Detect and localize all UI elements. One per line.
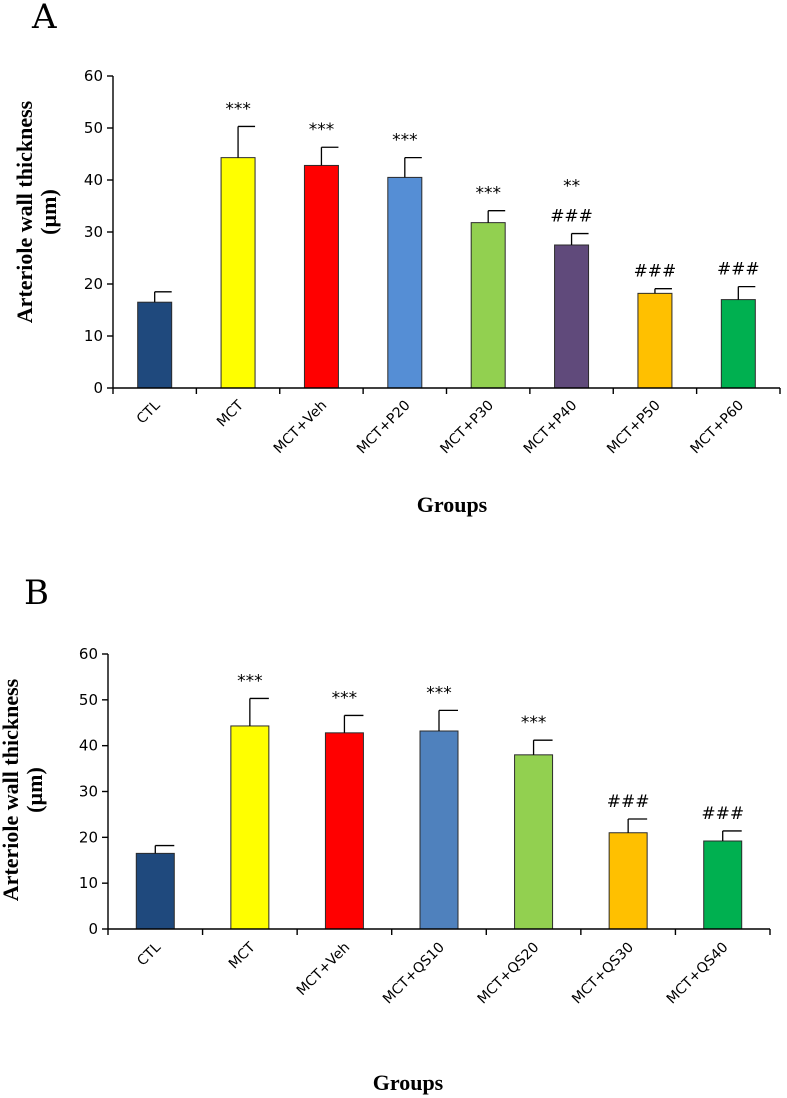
bar-mct-p50 bbox=[637, 292, 673, 389]
category-label: MCT+P30 bbox=[437, 398, 497, 458]
panel-b-xlabel: Groups bbox=[373, 1070, 444, 1095]
y-tick-label: 20 bbox=[84, 275, 103, 293]
significance-marker: ### bbox=[717, 260, 760, 280]
y-tick-label: 50 bbox=[84, 119, 103, 137]
category-label: MCT+P40 bbox=[521, 398, 581, 458]
category-label: CTL bbox=[134, 397, 164, 427]
category-label: MCT bbox=[214, 397, 247, 430]
category-label: MCT+P50 bbox=[604, 398, 664, 458]
bar-mct bbox=[220, 157, 256, 389]
significance-marker: *** bbox=[309, 120, 335, 140]
category-label: MCT+P60 bbox=[687, 398, 747, 458]
significance-marker: *** bbox=[426, 683, 452, 703]
y-tick-label: 60 bbox=[79, 645, 98, 663]
bar-mct-p20 bbox=[387, 176, 423, 389]
category-label: MCT+Veh bbox=[271, 398, 330, 457]
y-tick-label: 30 bbox=[79, 783, 98, 801]
panel-a-letter: A bbox=[31, 0, 57, 37]
category-label: MCT bbox=[226, 939, 259, 972]
y-tick-label: 30 bbox=[84, 223, 103, 241]
bar-mct-qs10 bbox=[419, 730, 459, 930]
bar-mct-p60 bbox=[720, 299, 756, 389]
bar-mct-p40 bbox=[554, 244, 590, 389]
panel-a-ylabel-line2: (µm) bbox=[36, 189, 61, 235]
bar-ctl bbox=[137, 301, 173, 389]
category-label: CTL bbox=[134, 939, 164, 969]
significance-marker: ### bbox=[550, 207, 593, 227]
y-tick-label: 20 bbox=[79, 828, 98, 846]
y-tick-label: 0 bbox=[93, 379, 103, 397]
panel-a-bars: ************ **###### ### bbox=[137, 99, 760, 389]
panel-b: B *** *** *** *** ### ### 0 10 20 30 40 50 60 CTL MCT… bbox=[0, 573, 771, 1095]
significance-marker: ** bbox=[563, 177, 580, 197]
category-label: MCT+QS40 bbox=[664, 940, 732, 1008]
panel-b-ylabel-line1: Arteriole wall thickness bbox=[0, 678, 23, 901]
y-tick-label: 60 bbox=[84, 67, 103, 85]
bar-mct-veh bbox=[303, 164, 339, 389]
bar-mct bbox=[230, 725, 270, 930]
y-tick-label: 10 bbox=[79, 874, 98, 892]
bar-mct-p30 bbox=[470, 222, 506, 389]
significance-marker: *** bbox=[521, 713, 547, 733]
significance-marker: *** bbox=[237, 671, 263, 691]
significance-marker: *** bbox=[332, 688, 358, 708]
bar-mct-qs30 bbox=[608, 832, 648, 930]
y-tick-label: 40 bbox=[79, 737, 98, 755]
bar-mct-veh bbox=[324, 732, 364, 930]
bar-mct-qs20 bbox=[514, 754, 554, 930]
panel-a-ylabel-line1: Arteriole wall thickness bbox=[12, 100, 37, 323]
bar-mct-qs40 bbox=[703, 840, 743, 930]
category-label: MCT+QS10 bbox=[380, 940, 448, 1008]
y-tick-label: 10 bbox=[84, 327, 103, 345]
panel-b-bars: *** *** *** *** ### ### bbox=[135, 671, 744, 930]
panel-b-letter: B bbox=[24, 573, 49, 613]
significance-marker: ### bbox=[607, 792, 650, 812]
y-tick-label: 40 bbox=[84, 171, 103, 189]
significance-marker: *** bbox=[225, 99, 251, 119]
bar-ctl bbox=[135, 852, 175, 930]
panel-b-ylabel-line2: (µm) bbox=[22, 767, 47, 813]
panel-a: A ************ **###### ### 0102030405060C… bbox=[12, 0, 781, 517]
category-label: MCT+QS20 bbox=[475, 940, 543, 1008]
y-tick-label: 50 bbox=[79, 691, 98, 709]
category-label: MCT+QS30 bbox=[569, 940, 637, 1008]
category-label: MCT+P20 bbox=[354, 398, 414, 458]
category-label: MCT+Veh bbox=[294, 940, 353, 999]
y-tick-label: 0 bbox=[88, 920, 98, 938]
significance-marker: ### bbox=[701, 804, 744, 824]
significance-marker: *** bbox=[475, 184, 501, 204]
significance-marker: ### bbox=[634, 262, 677, 282]
panel-a-xlabel: Groups bbox=[417, 492, 488, 517]
significance-marker: *** bbox=[392, 131, 418, 151]
